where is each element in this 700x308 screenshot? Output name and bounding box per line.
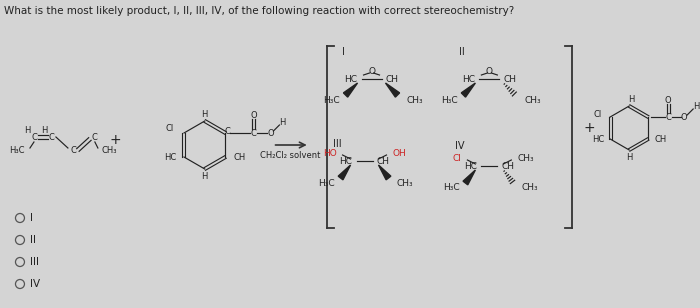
Text: H: H [202, 110, 208, 119]
Text: C: C [251, 128, 256, 137]
Text: HC: HC [592, 135, 604, 144]
Polygon shape [461, 83, 475, 97]
Text: Cl: Cl [166, 124, 174, 132]
Text: C: C [49, 132, 55, 141]
Text: O: O [486, 67, 493, 75]
Text: H₃C: H₃C [441, 95, 457, 104]
Text: CH₃: CH₃ [522, 184, 538, 192]
Text: II: II [458, 47, 464, 57]
Text: CH: CH [503, 75, 517, 83]
Text: C: C [225, 127, 230, 136]
Polygon shape [463, 170, 475, 185]
Text: CH₃: CH₃ [407, 95, 423, 104]
Text: O: O [681, 112, 687, 121]
Text: O: O [665, 95, 671, 104]
Text: CH₃: CH₃ [524, 95, 541, 104]
Text: CH: CH [386, 75, 398, 83]
Text: What is the most likely product, I, II, III, IV, of the following reaction with : What is the most likely product, I, II, … [4, 6, 514, 16]
Text: H₃C: H₃C [318, 179, 335, 188]
Polygon shape [379, 165, 391, 180]
Polygon shape [386, 83, 400, 97]
Text: HC: HC [340, 156, 353, 165]
Text: H: H [24, 125, 30, 135]
Text: H: H [628, 95, 634, 103]
Text: HC: HC [344, 75, 358, 83]
Text: H: H [279, 117, 286, 127]
Text: HC: HC [164, 152, 176, 161]
Text: O: O [267, 128, 274, 137]
Text: +: + [583, 121, 595, 135]
Text: HC: HC [464, 161, 477, 171]
Text: H: H [626, 152, 632, 161]
Text: CH: CH [654, 135, 666, 144]
Text: OH: OH [393, 148, 406, 157]
Text: C: C [31, 132, 37, 141]
Text: CH: CH [234, 152, 246, 161]
Polygon shape [344, 83, 358, 97]
Text: H: H [693, 102, 699, 111]
Text: III: III [30, 257, 39, 267]
Text: C: C [71, 145, 77, 155]
Text: +: + [109, 133, 120, 147]
Text: CH: CH [501, 161, 514, 171]
Text: O: O [368, 67, 375, 75]
Text: H₃C: H₃C [10, 145, 25, 155]
Text: HO: HO [323, 148, 337, 157]
Polygon shape [338, 165, 351, 180]
Text: C: C [665, 112, 671, 121]
Text: CH₃: CH₃ [396, 179, 413, 188]
Text: Cl: Cl [452, 153, 461, 163]
Text: CH: CH [377, 156, 389, 165]
Text: Cl: Cl [594, 110, 602, 119]
Text: H₃C: H₃C [443, 184, 459, 192]
Text: CH₃: CH₃ [102, 145, 118, 155]
Text: CH₃: CH₃ [517, 153, 534, 163]
Text: I: I [30, 213, 33, 223]
Text: H: H [41, 125, 47, 135]
Text: III: III [333, 139, 342, 149]
Text: C: C [92, 132, 98, 141]
Text: II: II [30, 235, 36, 245]
Text: H: H [202, 172, 208, 180]
Text: HC: HC [463, 75, 475, 83]
Text: CH₂Cl₂ solvent: CH₂Cl₂ solvent [260, 151, 321, 160]
Text: I: I [342, 47, 345, 57]
Text: H₃C: H₃C [323, 95, 339, 104]
Text: O: O [250, 111, 257, 120]
Text: IV: IV [30, 279, 40, 289]
Text: IV: IV [455, 141, 464, 151]
